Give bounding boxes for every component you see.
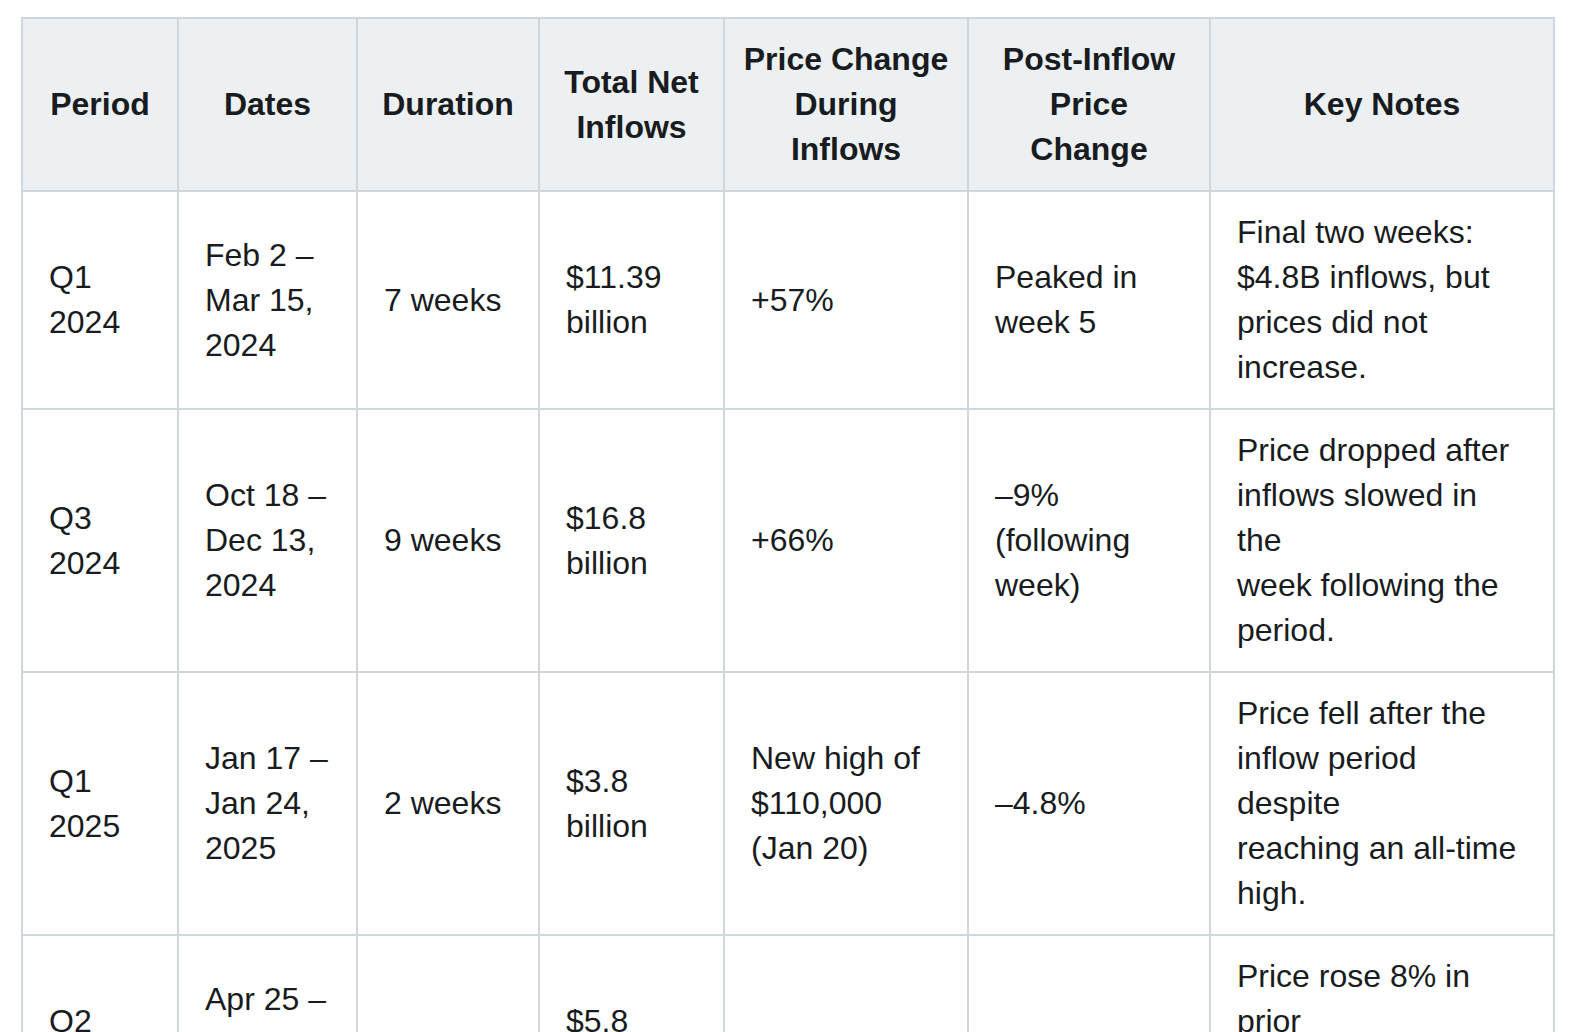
- table-body: Q1 2024 Feb 2 – Mar 15, 2024 7 weeks $11…: [22, 191, 1554, 1032]
- column-header-total-net-inflows: Total Net Inflows: [539, 18, 724, 191]
- column-header-duration: Duration: [357, 18, 539, 191]
- cell-post-inflow-price-change: –4.8%: [968, 672, 1210, 935]
- inflow-periods-table: Period Dates Duration Total Net Inflows …: [21, 17, 1555, 1032]
- cell-price-change-during-inflows: +22%: [724, 935, 968, 1032]
- cell-duration: 7 weeks: [357, 191, 539, 409]
- cell-period: Q2 2025: [22, 935, 178, 1032]
- cell-post-inflow-price-change: –9% (following week): [968, 409, 1210, 672]
- cell-key-notes: Final two weeks: $4.8B inflows, but pric…: [1210, 191, 1554, 409]
- column-header-price-change-during-inflows: Price Change During Inflows: [724, 18, 968, 191]
- cell-price-change-during-inflows: +57%: [724, 191, 968, 409]
- cell-period: Q3 2024: [22, 409, 178, 672]
- cell-dates: Oct 18 – Dec 13, 2024: [178, 409, 357, 672]
- cell-period: Q1 2024: [22, 191, 178, 409]
- cell-total-net-inflows: $16.8 billion: [539, 409, 724, 672]
- cell-key-notes: Price dropped after inflows slowed in th…: [1210, 409, 1554, 672]
- cell-key-notes: Price fell after the inflow period despi…: [1210, 672, 1554, 935]
- cell-period: Q1 2025: [22, 672, 178, 935]
- cell-duration: 3 weeks: [357, 935, 539, 1032]
- header-row: Period Dates Duration Total Net Inflows …: [22, 18, 1554, 191]
- cell-duration: 2 weeks: [357, 672, 539, 935]
- table-row-q1-2024: Q1 2024 Feb 2 – Mar 15, 2024 7 weeks $11…: [22, 191, 1554, 409]
- cell-post-inflow-price-change: Peaked in week 5: [968, 191, 1210, 409]
- cell-total-net-inflows: $11.39 billion: [539, 191, 724, 409]
- column-header-post-inflow-price-change: Post-Inflow Price Change: [968, 18, 1210, 191]
- column-header-dates: Dates: [178, 18, 357, 191]
- cell-price-change-during-inflows: +66%: [724, 409, 968, 672]
- cell-dates: Jan 17 – Jan 24, 2025: [178, 672, 357, 935]
- table-row-q3-2024: Q3 2024 Oct 18 – Dec 13, 2024 9 weeks $1…: [22, 409, 1554, 672]
- cell-price-change-during-inflows: New high of $110,000 (Jan 20): [724, 672, 968, 935]
- cell-key-notes: Price rose 8% in prior two weeks despite…: [1210, 935, 1554, 1032]
- cell-dates: Apr 25 – May 9, 2025: [178, 935, 357, 1032]
- cell-post-inflow-price-change: N/A: [968, 935, 1210, 1032]
- cell-dates: Feb 2 – Mar 15, 2024: [178, 191, 357, 409]
- cell-total-net-inflows: $3.8 billion: [539, 672, 724, 935]
- table-header: Period Dates Duration Total Net Inflows …: [22, 18, 1554, 191]
- cell-total-net-inflows: $5.8 billion: [539, 935, 724, 1032]
- page: Period Dates Duration Total Net Inflows …: [0, 0, 1574, 1032]
- table-row-q2-2025: Q2 2025 Apr 25 – May 9, 2025 3 weeks $5.…: [22, 935, 1554, 1032]
- table-row-q1-2025: Q1 2025 Jan 17 – Jan 24, 2025 2 weeks $3…: [22, 672, 1554, 935]
- column-header-key-notes: Key Notes: [1210, 18, 1554, 191]
- cell-duration: 9 weeks: [357, 409, 539, 672]
- column-header-period: Period: [22, 18, 178, 191]
